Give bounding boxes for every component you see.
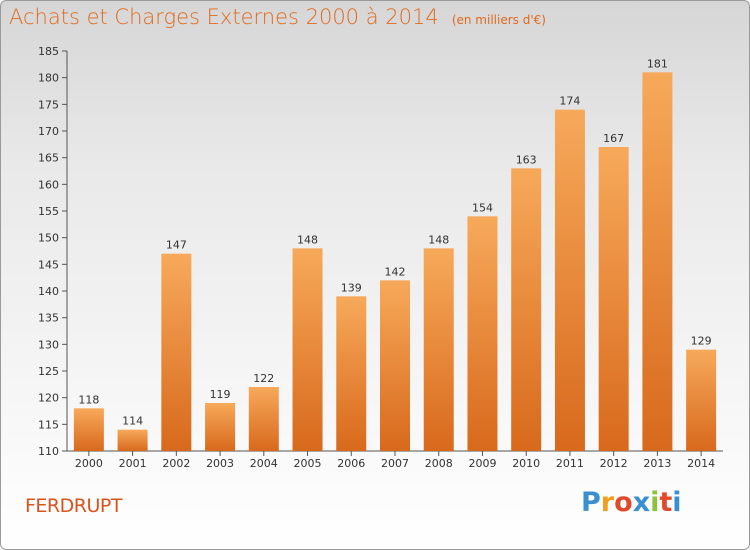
y-tick-label: 130 (38, 338, 59, 351)
chart-labels: 118 114 147 119 122 148 139 142 148 154 163 174 167 1… (78, 57, 711, 427)
data-label-2008: 148 (428, 233, 449, 246)
data-label-2014: 129 (691, 335, 712, 348)
y-tick-label: 125 (38, 365, 59, 378)
bar-2010 (511, 168, 542, 452)
data-label-2011: 174 (559, 95, 580, 108)
y-tick-label: 160 (38, 178, 59, 191)
x-tick-label: 2010 (512, 457, 540, 470)
data-label-2001: 114 (122, 415, 143, 428)
bar-2001 (117, 429, 148, 451)
y-tick-label: 165 (38, 152, 59, 165)
data-label-2013: 181 (647, 57, 668, 70)
bar-2009 (467, 216, 498, 451)
brand-letter: P (581, 487, 601, 518)
x-tick-label: 2001 (119, 457, 147, 470)
y-tick-label: 155 (38, 205, 59, 218)
x-tick-label: 2008 (425, 457, 453, 470)
chart-title-text: Achats et Charges Externes 2000 à 2014 (9, 5, 439, 29)
bar-2011 (554, 109, 585, 452)
bar-2003 (205, 403, 236, 451)
data-label-2005: 148 (297, 233, 318, 246)
x-tick-label: 2002 (162, 457, 190, 470)
x-tick-label: 2013 (643, 457, 671, 470)
y-tick-label: 120 (38, 392, 59, 405)
brand-letter: i (650, 487, 660, 518)
x-tick-label: 2000 (75, 457, 103, 470)
y-tick-label: 135 (38, 312, 59, 325)
y-tick-label: 115 (38, 418, 59, 431)
data-label-2003: 119 (210, 388, 231, 401)
x-tick-label: 2014 (687, 457, 715, 470)
brand-letter: i (672, 487, 682, 518)
y-tick-label: 185 (38, 45, 59, 58)
bar-2012 (598, 147, 629, 451)
chart-axes: 110 115 120 125 130 135 140 145 150 155 160 165 170 1… (38, 45, 723, 470)
data-label-2002: 147 (166, 239, 187, 252)
brand-letter: o (614, 487, 633, 518)
y-tick-label: 140 (38, 285, 59, 298)
y-tick-label: 110 (38, 445, 59, 458)
brand-letter: x (632, 487, 651, 518)
x-tick-label: 2005 (294, 457, 322, 470)
y-tick-label: 170 (38, 125, 59, 138)
bar-2005 (292, 248, 323, 451)
data-label-2007: 142 (385, 265, 406, 278)
y-tick-label: 180 (38, 72, 59, 85)
y-tick-label: 150 (38, 232, 59, 245)
x-tick-label: 2003 (206, 457, 234, 470)
bar-2006 (336, 296, 367, 451)
data-label-2012: 167 (603, 132, 624, 145)
brand-letter: t (659, 487, 673, 518)
x-tick-label: 2012 (600, 457, 628, 470)
x-tick-label: 2011 (556, 457, 584, 470)
x-tick-label: 2006 (337, 457, 365, 470)
y-tick-label: 145 (38, 258, 59, 271)
chart-bars (73, 72, 717, 452)
proxiti-logo: Proxiti (581, 487, 682, 518)
commune-name: FERDRUPT (25, 495, 122, 517)
bar-2007 (380, 280, 410, 451)
data-label-2004: 122 (253, 372, 274, 385)
bar-2013 (642, 72, 673, 451)
chart-title: Achats et Charges Externes 2000 à 2014 (… (9, 5, 546, 29)
chart-unit-note: (en milliers d'€) (451, 13, 546, 27)
bar-2014 (686, 349, 717, 451)
brand-letter: r (600, 487, 615, 518)
x-tick-label: 2009 (468, 457, 496, 470)
data-label-2000: 118 (78, 393, 99, 406)
x-tick-label: 2004 (250, 457, 278, 470)
bar-2004 (248, 387, 279, 451)
bar-2008 (423, 248, 454, 451)
data-label-2009: 154 (472, 201, 493, 214)
data-label-2006: 139 (341, 281, 362, 294)
x-tick-label: 2007 (381, 457, 409, 470)
bar-2000 (73, 408, 104, 451)
data-label-2010: 163 (516, 153, 537, 166)
y-tick-label: 175 (38, 98, 59, 111)
bar-2002 (161, 253, 192, 451)
